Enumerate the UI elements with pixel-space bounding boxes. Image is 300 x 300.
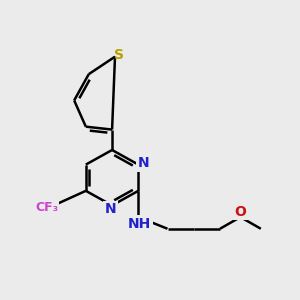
Text: N: N [105, 202, 116, 216]
Text: NH: NH [128, 217, 152, 230]
Text: CF₃: CF₃ [35, 201, 58, 214]
Text: S: S [113, 48, 124, 62]
Text: N: N [138, 156, 149, 170]
Text: O: O [235, 205, 246, 219]
